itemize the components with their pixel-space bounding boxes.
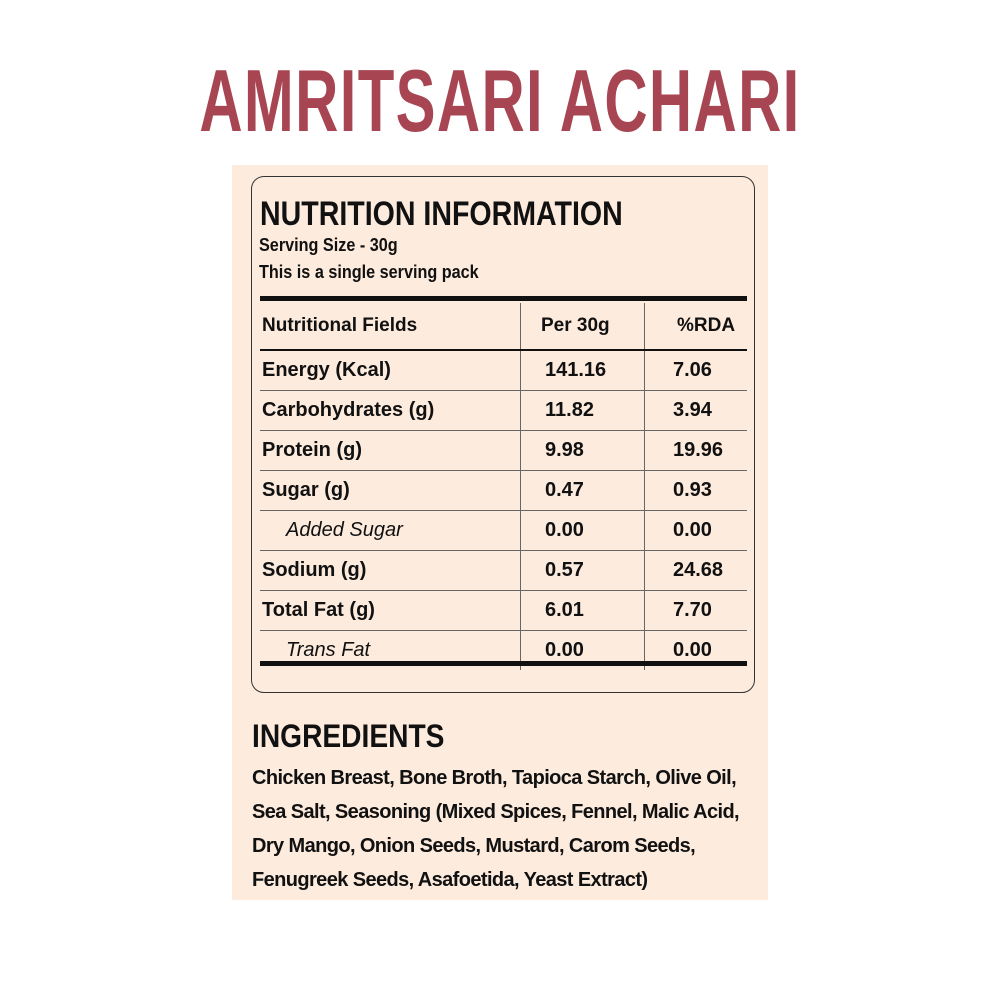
per-value: 141.16 xyxy=(520,350,645,391)
rda-value: 7.06 xyxy=(644,350,747,391)
table-row: Energy (Kcal) 141.16 7.06 xyxy=(260,350,747,391)
field: Sugar (g) xyxy=(260,470,521,511)
divider-bottom xyxy=(260,661,747,666)
table-row: Total Fat (g) 6.01 7.70 xyxy=(260,590,747,631)
per-value: 11.82 xyxy=(520,390,645,431)
nutrition-heading: NUTRITION INFORMATION xyxy=(260,195,623,233)
table-row: Protein (g) 9.98 19.96 xyxy=(260,430,747,471)
ingredients-text: Chicken Breast, Bone Broth, Tapioca Star… xyxy=(252,767,740,891)
rda-value: 7.70 xyxy=(644,590,747,631)
product-title: AMRITSARI ACHARI xyxy=(199,51,801,150)
table-header: Nutritional Fields Per 30g %RDA xyxy=(260,303,747,351)
per-value: 0.57 xyxy=(520,550,645,591)
rda-value: 3.94 xyxy=(644,390,747,431)
label-panel: NUTRITION INFORMATION Serving Size - 30g… xyxy=(232,165,768,900)
rda-value: 0.93 xyxy=(644,470,747,511)
per-value: 0.47 xyxy=(520,470,645,511)
field: Carbohydrates (g) xyxy=(260,390,521,431)
nutrition-box: NUTRITION INFORMATION Serving Size - 30g… xyxy=(251,176,755,693)
col-header-per: Per 30g xyxy=(520,303,645,351)
table-row: Added Sugar 0.00 0.00 xyxy=(260,510,747,551)
nutrition-table: Nutritional Fields Per 30g %RDA Energy (… xyxy=(260,303,747,670)
field: Total Fat (g) xyxy=(260,590,521,631)
pack-note: This is a single serving pack xyxy=(259,262,479,282)
rda-value: 24.68 xyxy=(644,550,747,591)
per-value: 9.98 xyxy=(520,430,645,471)
field: Protein (g) xyxy=(260,430,521,471)
field: Energy (Kcal) xyxy=(260,350,521,391)
per-value: 6.01 xyxy=(520,590,645,631)
rda-value: 19.96 xyxy=(644,430,747,471)
per-value: 0.00 xyxy=(520,510,645,551)
field: Trans Fat xyxy=(286,639,371,661)
table-row: Sugar (g) 0.47 0.93 xyxy=(260,470,747,511)
col-header-rda: %RDA xyxy=(644,303,747,351)
ingredients-heading: INGREDIENTS xyxy=(252,718,445,754)
field: Sodium (g) xyxy=(260,550,521,591)
serving-size: Serving Size - 30g xyxy=(259,235,398,255)
field: Added Sugar xyxy=(260,510,521,551)
table-row: Sodium (g) 0.57 24.68 xyxy=(260,550,747,591)
rda-value: 0.00 xyxy=(644,510,747,551)
table-row: Carbohydrates (g) 11.82 3.94 xyxy=(260,390,747,431)
divider-top xyxy=(260,296,747,301)
col-header-field: Nutritional Fields xyxy=(260,303,521,351)
